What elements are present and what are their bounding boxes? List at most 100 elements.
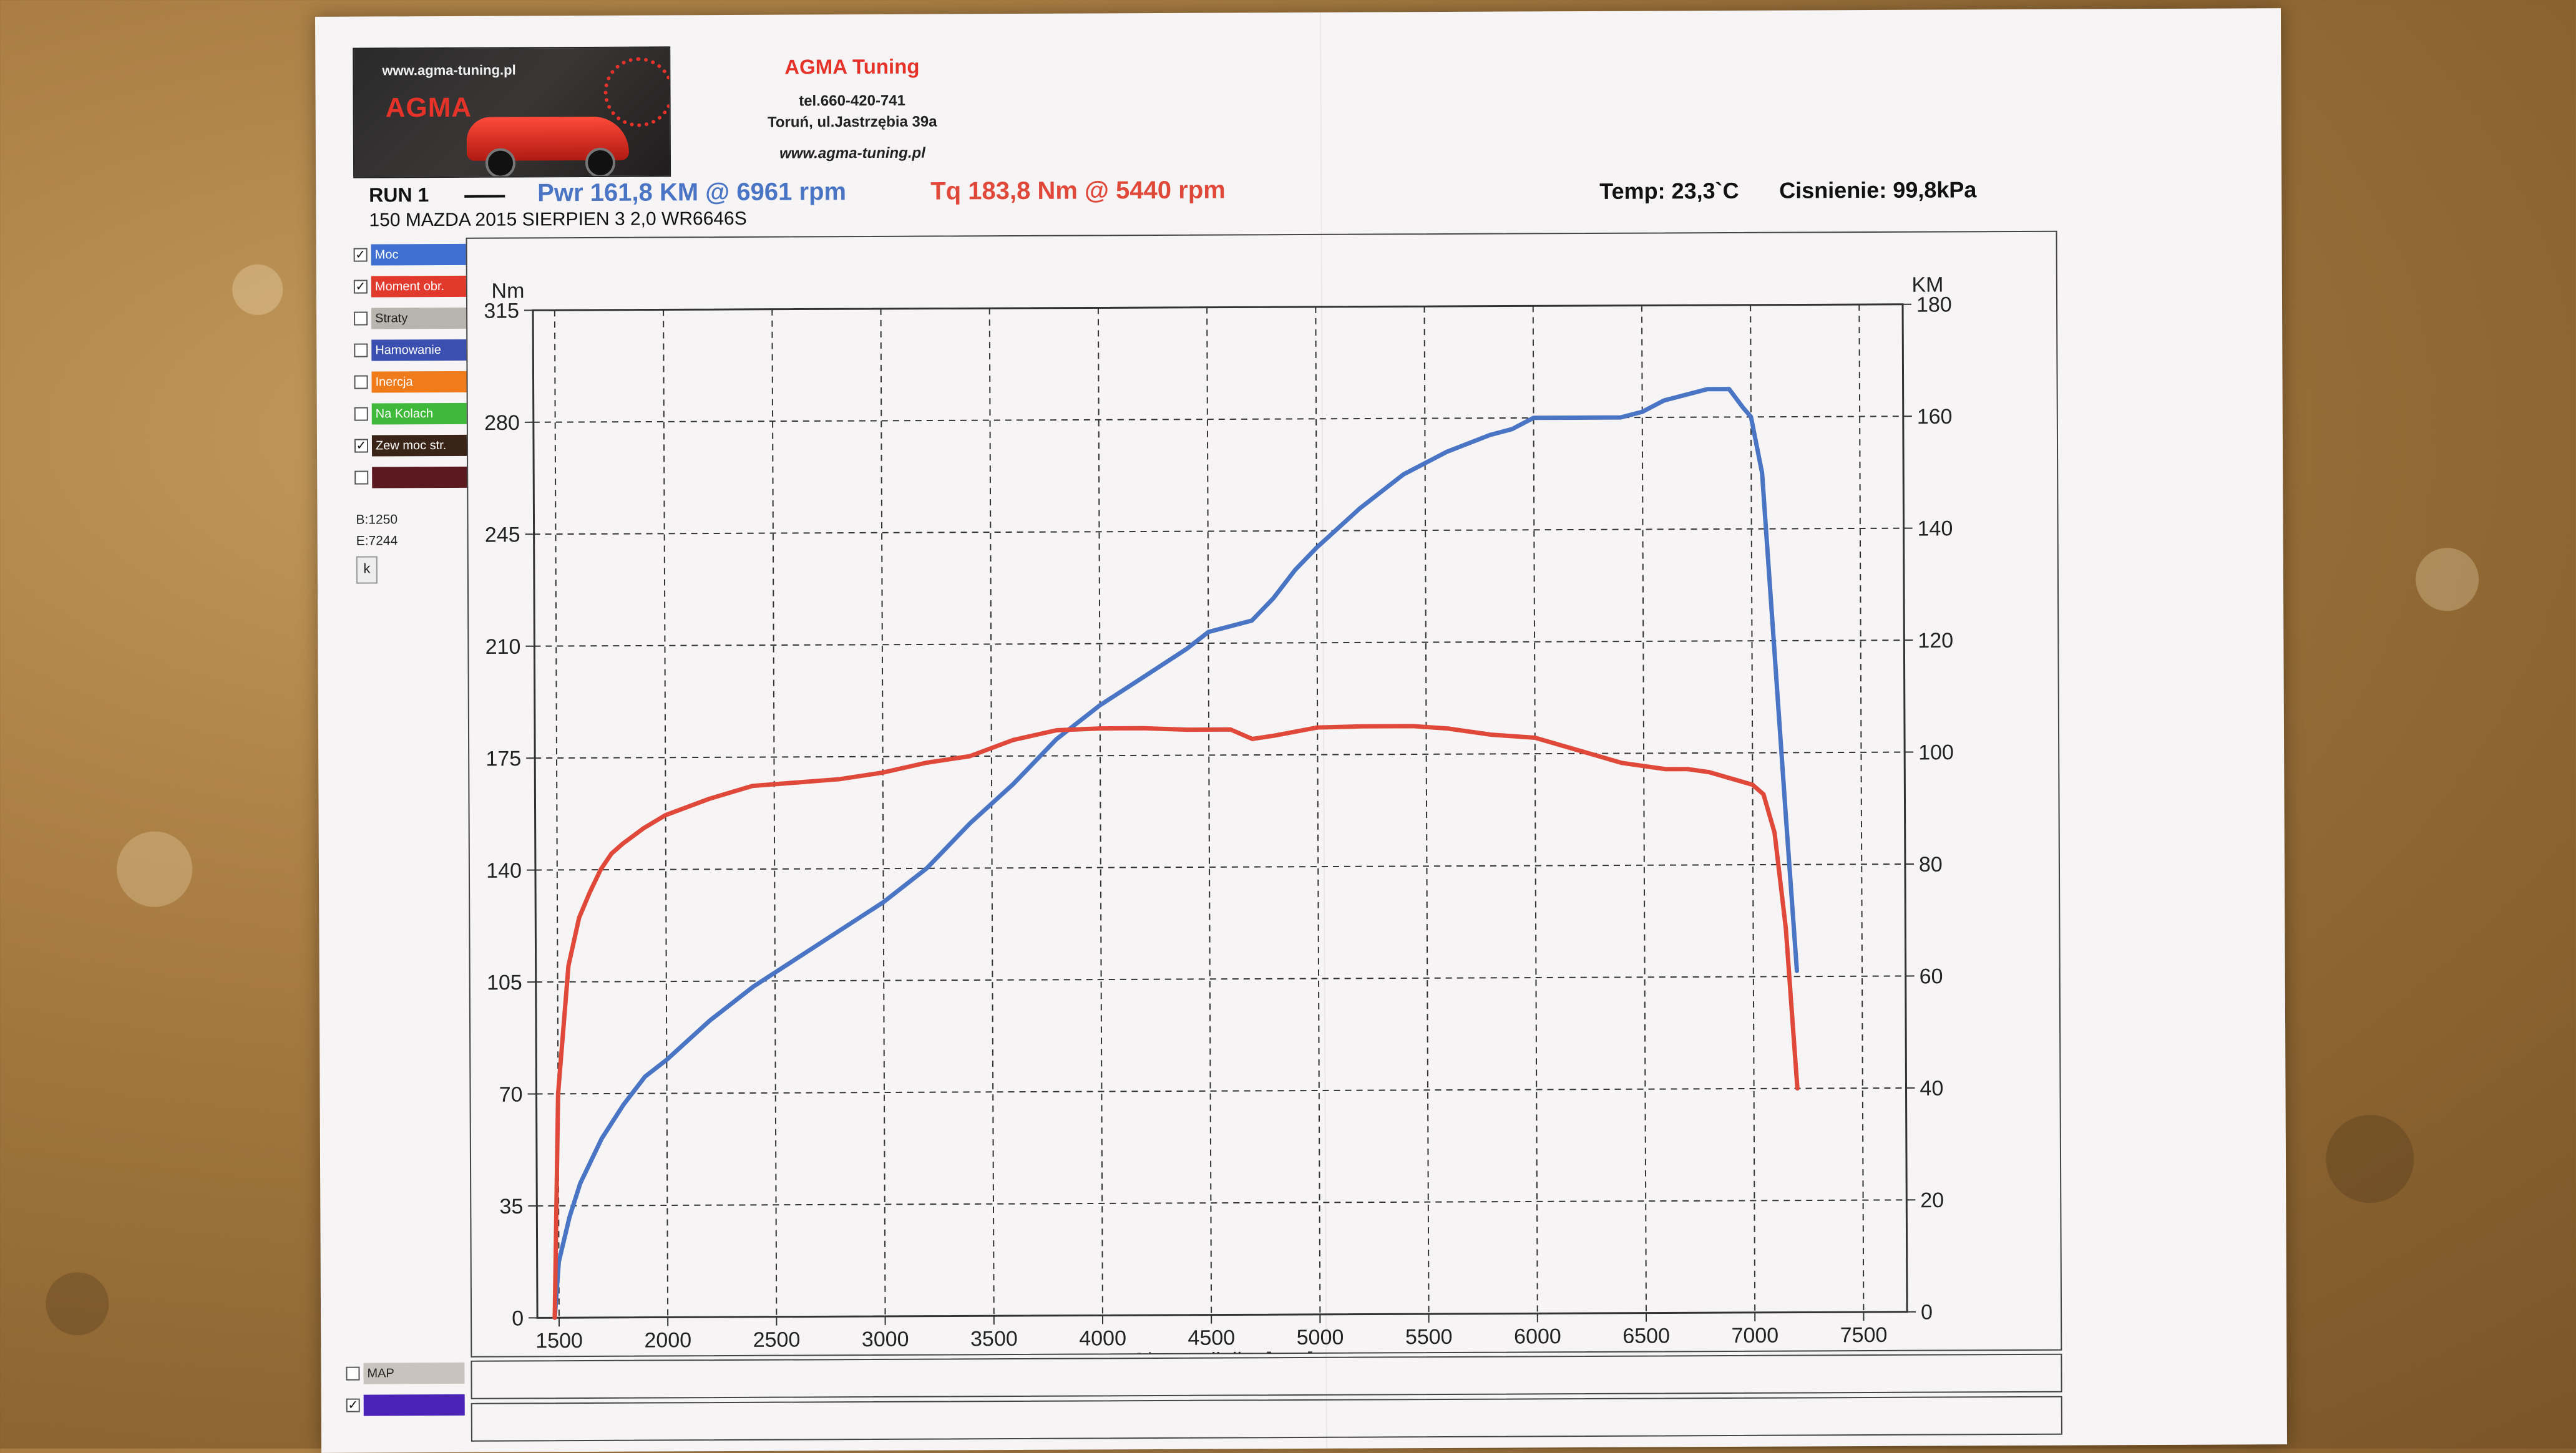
x-tick-label: 2500 [753, 1328, 801, 1352]
company-info: AGMA Tuning tel.660-420-741 Toruń, ul.Ja… [715, 54, 990, 163]
company-phone: tel.660-420-741 [715, 92, 990, 110]
x-gridline [990, 308, 994, 1316]
y-gridline [536, 976, 1906, 982]
legend-notes: B:1250 E:7244 [356, 509, 398, 552]
legend-item[interactable]: Straty [354, 306, 466, 331]
y-left-tick-label: 35 [499, 1195, 523, 1218]
x-axis-label: Obroty silnika [rpm] [1131, 1348, 1314, 1356]
agma-logo: www.agma-tuning.pl AGMA [353, 46, 671, 178]
x-tick-label: 2000 [644, 1328, 691, 1352]
x-gridline [1425, 306, 1429, 1314]
logo-brand: AGMA [386, 92, 472, 124]
legend-item[interactable]: ✓Moc [354, 242, 466, 268]
legend-checkbox[interactable]: ✓ [354, 248, 368, 262]
x-tick-label: 3000 [862, 1328, 909, 1351]
bottom-legend-checkbox[interactable]: ✓ [346, 1399, 360, 1412]
x-gridline [1642, 306, 1646, 1313]
torque-curve [552, 724, 1798, 1318]
y-gridline [535, 752, 1905, 759]
power-summary: Pwr 161,8 KM @ 6961 rpm [537, 178, 846, 207]
vehicle-id: 150 MAZDA 2015 SIERPIEN 3 2,0 WR6646S [369, 208, 746, 231]
legend-checkbox[interactable] [354, 344, 368, 357]
bottom-legend-item[interactable]: ✓ [346, 1392, 465, 1418]
legend-checkbox[interactable] [354, 312, 368, 326]
x-tick-label: 1500 [535, 1329, 583, 1353]
y-left-tick-label: 70 [499, 1083, 523, 1107]
bottom-legend-label [364, 1394, 465, 1416]
legend-checkbox[interactable]: ✓ [354, 280, 368, 294]
y-left-tick-label: 210 [485, 635, 521, 659]
y-left-tick-label: 105 [487, 971, 522, 994]
plot-area [533, 304, 1907, 1318]
legend-item[interactable] [354, 465, 467, 490]
x-gridline [1207, 308, 1211, 1315]
dyno-printout: www.agma-tuning.pl AGMA AGMA Tuning tel.… [315, 8, 2287, 1453]
x-tick-label: 4500 [1188, 1326, 1235, 1349]
run-label: RUN 1 [369, 183, 429, 207]
y-right-axis-label: KM [1911, 273, 1943, 297]
logo-url: www.agma-tuning.pl [382, 62, 515, 79]
end-rpm: E:7244 [356, 530, 398, 552]
company-name: AGMA Tuning [715, 54, 989, 79]
legend-checkbox[interactable] [354, 407, 368, 421]
legend-checkbox[interactable] [354, 471, 368, 485]
bottom-legend-item[interactable]: MAP [346, 1361, 464, 1386]
legend-checkbox[interactable]: ✓ [354, 439, 368, 453]
bottom-panel-2 [471, 1396, 2062, 1442]
legend-item[interactable]: Hamowanie [354, 338, 466, 363]
bottom-legend-checkbox[interactable] [346, 1367, 359, 1381]
x-tick-label: 7000 [1731, 1324, 1778, 1348]
legend-label: Zew moc str. [372, 435, 467, 457]
company-website: www.agma-tuning.pl [715, 144, 990, 163]
legend-item[interactable]: Inercja [354, 369, 466, 395]
x-gridline [881, 309, 886, 1316]
legend-checkbox[interactable] [354, 376, 368, 389]
y-gridline [537, 1088, 1906, 1094]
y-right-tick-label: 40 [1920, 1077, 1943, 1101]
x-tick-label: 7500 [1840, 1323, 1888, 1347]
wheel-icon [585, 148, 615, 178]
y-left-tick-label: 175 [485, 747, 521, 770]
x-gridline [1533, 306, 1538, 1313]
x-gridline [1315, 307, 1320, 1315]
x-tick-label: 6000 [1514, 1324, 1561, 1348]
run-line-marker [464, 195, 505, 198]
legend-label: Hamowanie [371, 339, 466, 361]
x-gridline [772, 309, 776, 1317]
y-gridline [535, 864, 1905, 870]
legend-item[interactable]: Na Kolach [354, 401, 467, 427]
y-right-tick-label: 20 [1920, 1188, 1944, 1212]
x-tick-label: 3500 [970, 1327, 1018, 1351]
bottom-legend-label: MAP [363, 1363, 464, 1384]
legend-label: Na Kolach [372, 403, 467, 425]
y-left-tick-label: 0 [512, 1306, 524, 1330]
y-right-tick-label: 80 [1919, 853, 1943, 877]
tachometer-icon [603, 57, 671, 127]
wheel-icon [485, 148, 515, 178]
x-tick-label: 5500 [1405, 1325, 1453, 1349]
x-gridline [1098, 308, 1103, 1315]
legend-item[interactable]: ✓Moment obr. [354, 274, 466, 299]
legend-item[interactable]: ✓ Zew moc str. [354, 433, 467, 459]
torque-summary: Tq 183,8 Nm @ 5440 rpm [930, 177, 1226, 206]
x-tick-label: 4000 [1079, 1326, 1126, 1350]
y-right-tick-label: 60 [1920, 965, 1943, 988]
y-right-tick-label: 140 [1918, 517, 1953, 540]
y-right-tick-label: 0 [1921, 1301, 1933, 1324]
x-tick-label: 6500 [1622, 1324, 1670, 1348]
x-gridline [1859, 304, 1863, 1312]
y-right-tick-label: 100 [1918, 741, 1954, 764]
y-right-tick-label: 160 [1917, 405, 1953, 429]
power-curve [551, 389, 1798, 1318]
y-left-tick-label: 280 [484, 411, 520, 435]
y-gridline [534, 416, 1903, 422]
k-button[interactable]: k [356, 556, 378, 583]
x-tick-label: 5000 [1297, 1326, 1344, 1349]
company-address: Toruń, ul.Jastrzębia 39a [715, 113, 990, 132]
legend-label: Moc [371, 244, 466, 266]
y-gridline [534, 528, 1904, 535]
y-left-tick-label: 140 [486, 859, 522, 883]
legend-label [372, 467, 467, 488]
